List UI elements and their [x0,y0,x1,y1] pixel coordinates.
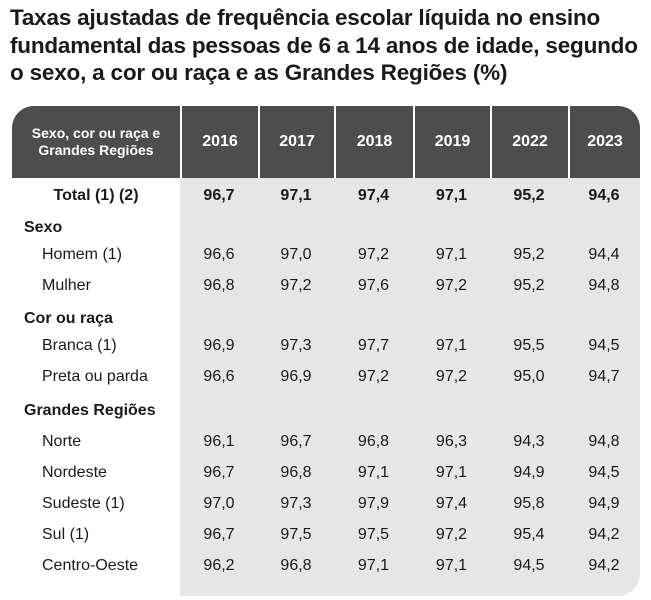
value-cell-2019: 97,2 [435,526,468,543]
section-row: Grandes Regiões [12,396,640,426]
value-cell-2016: 96,1 [203,433,235,450]
value-cell-2016: 96,7 [203,187,235,204]
row-label: Total (1) (2) [53,187,139,204]
value-cell-2017: 97,3 [280,495,312,512]
value-cell-2019: 97,2 [435,368,468,385]
value-cell-2018: 97,6 [357,277,390,294]
value-cell-2016: 96,2 [203,557,235,574]
chart-title: Taxas ajustadas de frequência escolar lí… [10,5,638,85]
header-year-2017: 2017 [258,106,334,178]
value-cell-2017: 97,1 [280,187,312,204]
value-cell-2023: 94,6 [588,187,620,204]
row-label: Nordeste [42,464,107,481]
table-row: Sudeste (1) 97,0 97,3 97,9 97,4 95,8 94,9 [12,489,640,519]
value-cell-2017: 97,5 [280,526,312,543]
value-cell-2018: 97,2 [357,368,390,385]
value-cell-2016: 96,7 [203,526,235,543]
table-header: Sexo, cor ou raça e Grandes Regiões 2016… [12,106,640,178]
value-cell-2018: 96,8 [357,433,390,450]
value-cell-2023: 94,2 [588,557,620,574]
value-cell-2017: 96,7 [280,433,312,450]
value-cell-2019: 97,2 [435,277,468,294]
table-row: Preta ou parda 96,6 96,9 97,2 97,2 95,0 94,7 [12,362,640,392]
value-cell-2019: 97,1 [435,187,468,204]
value-cell-2018: 97,1 [357,464,390,481]
value-cell-2023: 94,8 [588,277,620,294]
value-cell-2019: 96,3 [435,433,468,450]
table-row: Nordeste 96,7 96,8 97,1 97,1 94,9 94,5 [12,458,640,488]
row-label: Homem (1) [42,246,123,263]
row-label: Mulher [42,277,91,294]
data-table: Sexo, cor ou raça e Grandes Regiões 2016… [12,106,640,596]
table-row: Total (1) (2) 96,7 97,1 97,4 97,1 95,2 94,6 [12,181,640,211]
header-label: Sexo, cor ou raça e Grandes Regiões [31,125,161,158]
value-cell-2022: 94,5 [513,557,545,574]
header-year-2022: 2022 [490,106,568,178]
value-cell-2022: 95,2 [513,246,545,263]
value-cell-2022: 95,2 [513,277,545,294]
value-cell-2019: 97,4 [435,495,468,512]
value-cell-2019: 97,1 [435,464,468,481]
value-cell-2016: 96,6 [203,368,235,385]
table-row: Mulher 96,8 97,2 97,6 97,2 95,2 94,8 [12,271,640,301]
header-year-2023: 2023 [568,106,640,178]
row-label: Preta ou parda [42,368,148,385]
value-cell-2023: 94,7 [588,368,620,385]
table-row: Norte 96,1 96,7 96,8 96,3 94,3 94,8 [12,427,640,457]
value-cell-2023: 94,5 [588,337,620,354]
value-cell-2023: 94,4 [588,246,620,263]
value-cell-2016: 97,0 [203,495,235,512]
value-cell-2023: 94,8 [588,433,620,450]
value-cell-2018: 97,2 [357,246,390,263]
value-cell-2017: 96,8 [280,557,312,574]
value-cell-2022: 95,4 [513,526,545,543]
value-cell-2017: 97,3 [280,337,312,354]
label-column-background [12,178,180,596]
table-row: Homem (1) 96,6 97,0 97,2 97,1 95,2 94,4 [12,240,640,270]
section-label: Sexo [24,219,63,236]
value-cell-2022: 94,9 [513,464,545,481]
value-cell-2022: 94,3 [513,433,545,450]
table-row: Sul (1) 96,7 97,5 97,5 97,2 95,4 94,2 [12,520,640,550]
value-cell-2017: 96,8 [280,464,312,481]
row-label: Norte [42,433,82,450]
value-cell-2019: 97,1 [435,557,468,574]
header-year-2019: 2019 [413,106,490,178]
section-label: Cor ou raça [24,310,113,327]
value-cell-2018: 97,5 [357,526,390,543]
value-cell-2017: 97,2 [280,277,312,294]
value-cell-2018: 97,1 [357,557,390,574]
value-cell-2023: 94,2 [588,526,620,543]
section-row: Sexo [12,213,640,243]
value-cell-2018: 97,7 [357,337,390,354]
value-cell-2023: 94,5 [588,464,620,481]
value-cell-2016: 96,7 [203,464,235,481]
value-cell-2023: 94,9 [588,495,620,512]
header-year-2016: 2016 [180,106,258,178]
section-row: Cor ou raça [12,304,640,334]
value-cell-2019: 97,1 [435,246,468,263]
row-label: Sul (1) [42,526,90,543]
header-year-2018: 2018 [334,106,413,178]
table-row: Centro-Oeste 96,2 96,8 97,1 97,1 94,5 94,2 [12,551,640,581]
section-label: Grandes Regiões [24,402,156,419]
row-label: Branca (1) [42,337,117,354]
row-label: Centro-Oeste [42,557,139,574]
value-cell-2018: 97,4 [357,187,390,204]
value-cell-2022: 95,8 [513,495,545,512]
value-cell-2022: 95,0 [513,368,545,385]
value-cell-2016: 96,8 [203,277,235,294]
value-cell-2019: 97,1 [435,337,468,354]
value-cell-2016: 96,6 [203,246,235,263]
value-cell-2018: 97,9 [357,495,390,512]
value-cell-2017: 97,0 [280,246,312,263]
value-cell-2016: 96,9 [203,337,235,354]
table-row: Branca (1) 96,9 97,3 97,7 97,1 95,5 94,5 [12,331,640,361]
value-cell-2022: 95,2 [513,187,545,204]
value-cell-2017: 96,9 [280,368,312,385]
row-label: Sudeste (1) [42,495,125,512]
value-cell-2022: 95,5 [513,337,545,354]
